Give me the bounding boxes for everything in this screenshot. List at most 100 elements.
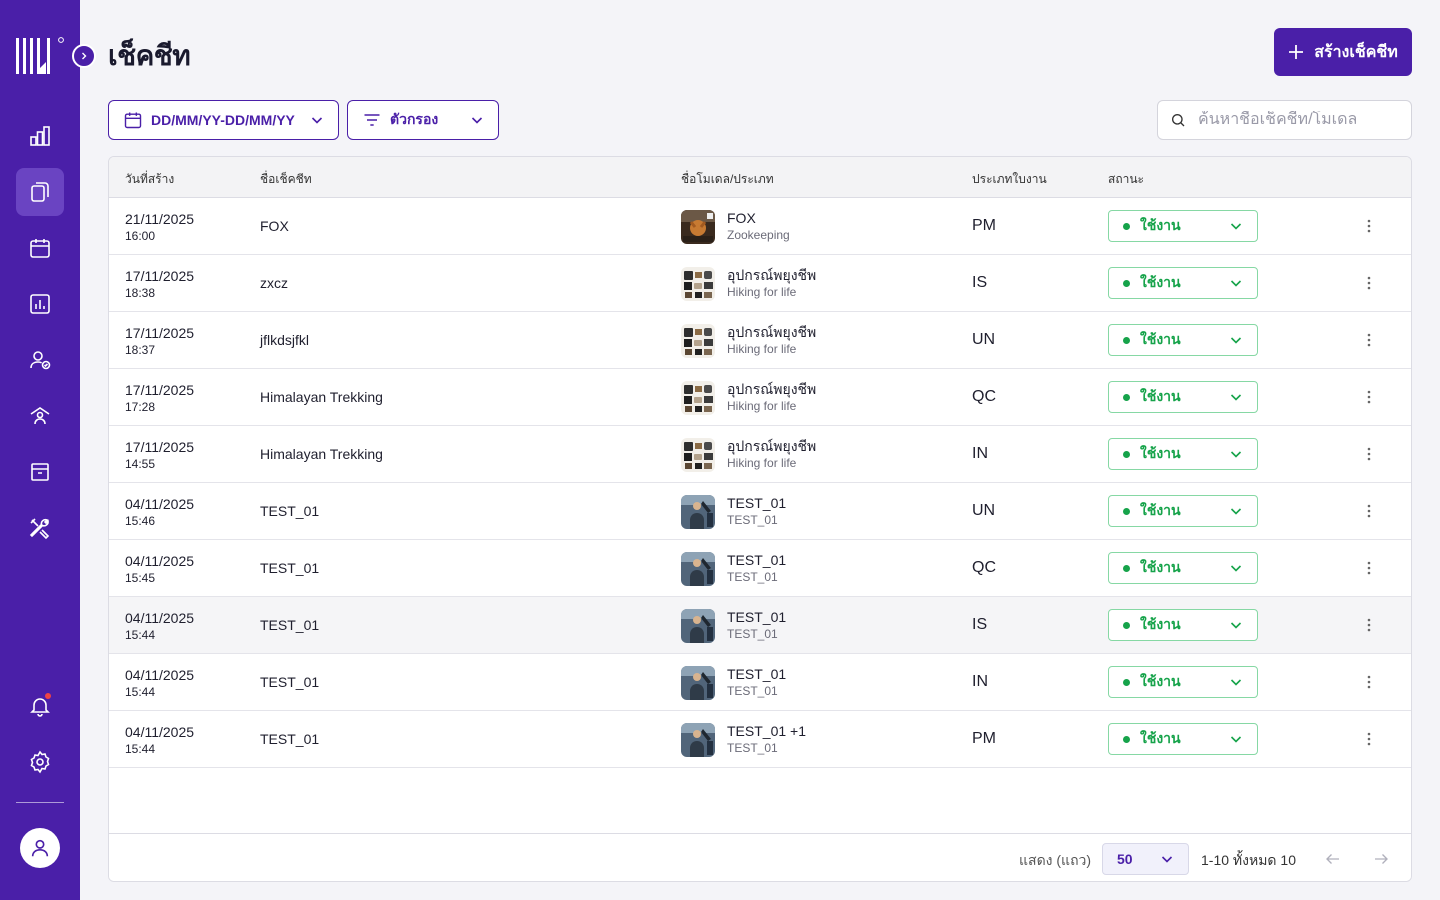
table-row[interactable]: 17/11/2025 18:38 zxcz อุปกรณ์พยุงชีพ Hik… (109, 255, 1411, 312)
table-row[interactable]: 04/11/2025 15:44 TEST_01 TEST_01 +1 TEST… (109, 711, 1411, 768)
checksheet-name: Himalayan Trekking (260, 389, 383, 405)
nav-building[interactable] (16, 392, 64, 440)
chevron-down-icon (1229, 390, 1243, 404)
status-select[interactable]: ใช้งาน (1108, 495, 1258, 527)
status-select[interactable]: ใช้งาน (1108, 210, 1258, 242)
tools-icon (29, 518, 50, 540)
status-dot (1123, 564, 1130, 572)
table-header: วันที่สร้าง ชื่อเช็คชีท ชื่อโมเดล/ประเภท… (109, 157, 1411, 198)
status-select[interactable]: ใช้งาน (1108, 723, 1258, 755)
filter-icon (364, 114, 380, 126)
chevron-right-icon (82, 52, 87, 60)
row-actions-button[interactable] (1361, 499, 1377, 523)
status-select[interactable]: ใช้งาน (1108, 552, 1258, 584)
table-row[interactable]: 04/11/2025 15:45 TEST_01 TEST_01 TEST_01… (109, 540, 1411, 597)
model-thumbnail (681, 666, 715, 700)
status-select[interactable]: ใช้งาน (1108, 267, 1258, 299)
create-checksheet-button[interactable]: สร้างเช็คชีท (1274, 28, 1412, 76)
row-actions-button[interactable] (1361, 613, 1377, 637)
model-name: TEST_01 (727, 609, 787, 625)
date-range-picker[interactable]: DD/MM/YY-DD/MM/YY (108, 100, 339, 140)
created-cell: 17/11/2025 18:38 (125, 268, 194, 302)
bell-icon (30, 698, 50, 717)
header-name[interactable]: ชื่อเช็คชีท (260, 172, 312, 186)
status-select[interactable]: ใช้งาน (1108, 324, 1258, 356)
row-actions-button[interactable] (1361, 328, 1377, 352)
prev-page-button[interactable] (1321, 847, 1345, 871)
created-time: 15:45 (125, 571, 156, 585)
status-select[interactable]: ใช้งาน (1108, 609, 1258, 641)
nav-archive[interactable] (16, 448, 64, 496)
nav-calendar[interactable] (16, 224, 64, 272)
search-box[interactable] (1157, 100, 1412, 140)
status-select[interactable]: ใช้งาน (1108, 438, 1258, 470)
header-status[interactable]: สถานะ (1108, 172, 1144, 186)
checksheet-name: TEST_01 (260, 674, 320, 690)
chevron-down-icon (1229, 504, 1243, 518)
status-dot (1123, 450, 1130, 458)
user-avatar[interactable] (20, 828, 60, 868)
status-label: ใช้งาน (1140, 673, 1181, 689)
created-time: 18:37 (125, 343, 156, 357)
table-row[interactable]: 04/11/2025 15:46 TEST_01 TEST_01 TEST_01… (109, 483, 1411, 540)
nav-report[interactable] (16, 280, 64, 328)
arrow-right-icon (1375, 854, 1388, 864)
work-order-type: PM (972, 217, 996, 234)
header-model[interactable]: ชื่อโมเดล/ประเภท (681, 172, 774, 186)
row-actions-button[interactable] (1361, 214, 1377, 238)
created-date: 17/11/2025 (125, 439, 195, 455)
row-actions-button[interactable] (1361, 727, 1377, 751)
created-cell: 04/11/2025 15:44 (125, 610, 194, 644)
checksheet-icon (31, 182, 49, 202)
table-row[interactable]: 17/11/2025 14:55 Himalayan Trekking อุปก… (109, 426, 1411, 483)
checksheet-name: TEST_01 (260, 560, 320, 576)
next-page-button[interactable] (1369, 847, 1393, 871)
page-size-select[interactable]: 50 (1102, 843, 1189, 875)
checksheet-name: jflkdsjfkl (260, 332, 310, 348)
table-row[interactable]: 17/11/2025 18:37 jflkdsjfkl อุปกรณ์พยุงช… (109, 312, 1411, 369)
header-type[interactable]: ประเภทใบงาน (972, 172, 1047, 186)
checksheet-name: Himalayan Trekking (260, 446, 383, 462)
header-created[interactable]: วันที่สร้าง (125, 172, 175, 186)
nav-tools[interactable] (16, 504, 64, 552)
calendar-icon (30, 239, 50, 258)
table-row[interactable]: 04/11/2025 15:44 TEST_01 TEST_01 TEST_01… (109, 597, 1411, 654)
status-dot (1123, 393, 1130, 401)
nav-checksheet[interactable] (16, 168, 64, 216)
model-name: FOX (727, 210, 756, 226)
row-actions-button[interactable] (1361, 556, 1377, 580)
row-actions-button[interactable] (1361, 442, 1377, 466)
work-order-type: PM (972, 730, 996, 747)
user-icon (31, 839, 49, 857)
sidebar-divider (16, 802, 64, 803)
status-label: ใช้งาน (1140, 445, 1181, 461)
kebab-menu-icon (1367, 447, 1371, 461)
model-category: Hiking for life (727, 285, 797, 299)
model-cell: อุปกรณ์พยุงชีพ Hiking for life (681, 267, 816, 301)
page-title: เช็คชีท (108, 40, 191, 71)
nav-notifications[interactable] (16, 682, 64, 730)
row-actions-button[interactable] (1361, 385, 1377, 409)
table-row[interactable]: 04/11/2025 15:44 TEST_01 TEST_01 TEST_01… (109, 654, 1411, 711)
sidebar-collapse-button[interactable] (72, 44, 96, 68)
work-order-type: UN (972, 502, 996, 519)
table-row[interactable]: 17/11/2025 17:28 Himalayan Trekking อุปก… (109, 369, 1411, 426)
table-row[interactable]: 21/11/2025 16:00 FOX FOX Zookeeping PM ใ… (109, 198, 1411, 255)
plus-icon (1289, 45, 1304, 59)
kebab-menu-icon (1367, 504, 1371, 518)
row-actions-button[interactable] (1361, 670, 1377, 694)
nav-user-check[interactable] (16, 336, 64, 384)
nav-settings[interactable] (16, 738, 64, 786)
model-cell: อุปกรณ์พยุงชีพ Hiking for life (681, 381, 816, 415)
status-select[interactable]: ใช้งาน (1108, 381, 1258, 413)
created-date: 17/11/2025 (125, 268, 195, 284)
search-input[interactable] (1198, 111, 1398, 129)
status-label: ใช้งาน (1140, 274, 1181, 290)
status-select[interactable]: ใช้งาน (1108, 666, 1258, 698)
filter-dropdown[interactable]: ตัวกรอง (347, 100, 499, 140)
created-time: 15:46 (125, 514, 156, 528)
status-dot (1123, 735, 1130, 743)
row-actions-button[interactable] (1361, 271, 1377, 295)
nav-dashboard[interactable] (16, 112, 64, 160)
created-date: 04/11/2025 (125, 553, 195, 569)
